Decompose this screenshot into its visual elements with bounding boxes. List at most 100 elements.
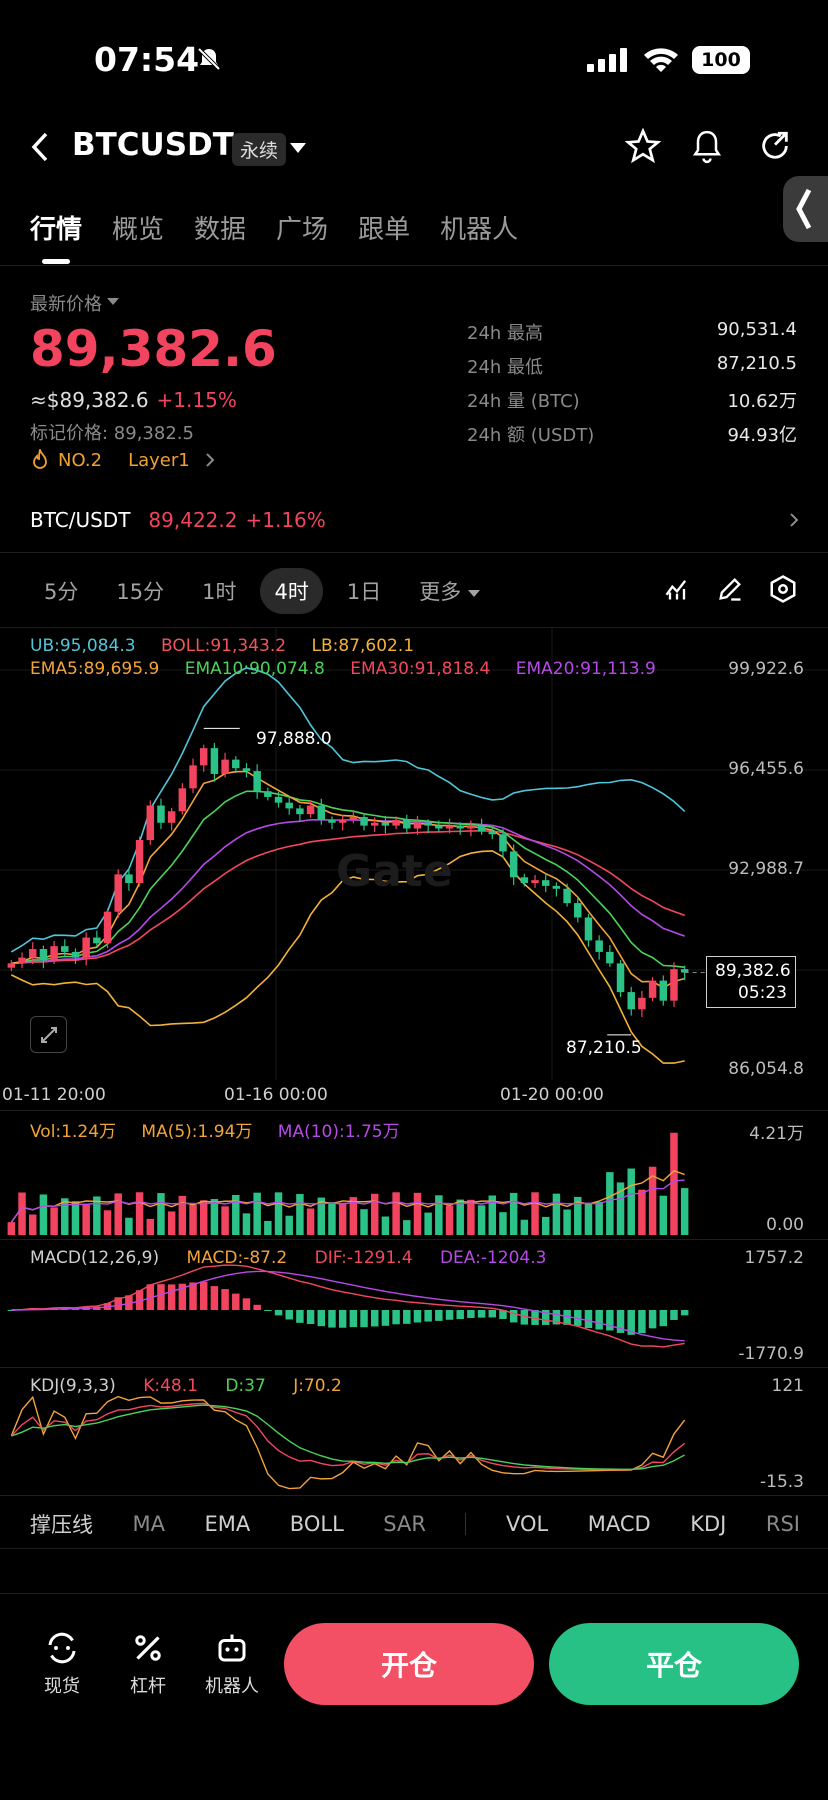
volume-bar (125, 1217, 133, 1235)
macd-panel[interactable]: MACD(12,26,9) MACD:-87.2 DIF:-1291.4 DEA… (0, 1239, 828, 1367)
candle (595, 940, 603, 952)
volume-bar (670, 1132, 678, 1235)
stat-amount-value: 94.93亿 (727, 425, 797, 446)
tab-overview[interactable]: 概览 (112, 215, 165, 245)
volume-panel[interactable]: Vol:1.24万 MA(5):1.94万 MA(10):1.75万 4.21万… (0, 1110, 828, 1238)
volume-bar (370, 1193, 379, 1235)
vol-max: 4.21万 (749, 1124, 804, 1144)
volume-bar (360, 1209, 368, 1235)
ind-macd[interactable]: MACD (587, 1512, 651, 1536)
volume-bar (39, 1194, 48, 1235)
volume-bar (210, 1199, 219, 1235)
kdj-j-line (10, 1395, 686, 1490)
candle (274, 796, 283, 803)
ind-sar[interactable]: SAR (383, 1512, 426, 1536)
macd-bar (670, 1310, 678, 1320)
tab-bots[interactable]: 机器人 (440, 215, 519, 245)
ind-boll[interactable]: BOLL (289, 1512, 344, 1536)
macd-bar (435, 1310, 443, 1321)
side-drawer-handle[interactable] (783, 176, 828, 242)
spot-button[interactable]: 现货 (44, 1630, 80, 1698)
volume-bar (221, 1206, 229, 1235)
usd-price: ≈$89,382.6 (30, 388, 149, 412)
candle (670, 969, 678, 1001)
kdj-panel[interactable]: KDJ(9,3,3) K:48.1 D:37 J:70.2 121 -15.3 (0, 1367, 828, 1495)
macd-bar (114, 1297, 122, 1310)
stat-high-value: 90,531.4 (716, 319, 797, 340)
tab-market[interactable]: 行情 (30, 215, 83, 245)
volume-bar (435, 1195, 443, 1235)
macd-bar (509, 1310, 518, 1323)
volume-bar (659, 1195, 668, 1235)
tf-5m[interactable]: 5分 (44, 580, 79, 604)
candle (114, 874, 122, 912)
tf-15m[interactable]: 15分 (116, 580, 165, 604)
ind-ema[interactable]: EMA (204, 1512, 251, 1536)
bot-button[interactable]: 机器人 (205, 1630, 259, 1698)
candle (167, 811, 176, 823)
spot-price-row[interactable]: BTC/USDT 89,422.2 +1.16% (30, 508, 800, 532)
tf-1d[interactable]: 1日 (346, 580, 382, 604)
ind-vol[interactable]: VOL (506, 1512, 549, 1536)
ema30-line (11, 830, 685, 965)
volume-bar (178, 1195, 187, 1235)
kdj-j: J:70.2 (293, 1376, 342, 1396)
leverage-button[interactable]: 杠杆 (130, 1630, 166, 1698)
pair-title[interactable]: BTCUSDT (72, 127, 234, 163)
spot-pair: BTC/USDT (30, 508, 131, 532)
candle (338, 819, 347, 823)
chart-settings-icon[interactable] (768, 574, 798, 608)
ema10: EMA10:90,074.8 (184, 659, 325, 679)
tab-square[interactable]: 广场 (276, 215, 329, 245)
y-tick: 96,455.6 (728, 759, 804, 779)
expand-chart-icon[interactable] (30, 1016, 67, 1053)
bell-icon[interactable] (690, 128, 724, 168)
last-price-label-row[interactable]: 最新价格 (30, 290, 121, 316)
ind-kdj[interactable]: KDJ (690, 1512, 727, 1536)
tab-copy-trade[interactable]: 跟单 (358, 215, 411, 245)
kdj-k: K:48.1 (143, 1376, 198, 1396)
macd-bar (221, 1289, 229, 1310)
volume-bar (413, 1192, 422, 1235)
ind-ma[interactable]: MA (132, 1512, 165, 1536)
star-icon[interactable] (624, 127, 662, 168)
macd-bar (499, 1310, 507, 1319)
pair-dropdown-icon[interactable] (290, 140, 306, 159)
ind-rsi[interactable]: RSI (765, 1512, 800, 1536)
candle (328, 819, 336, 823)
draw-tool-icon[interactable] (716, 575, 744, 607)
candle (606, 951, 614, 964)
back-icon[interactable] (28, 130, 52, 168)
close-position-button[interactable]: 平仓 (549, 1623, 799, 1705)
tf-more[interactable]: 更多 (405, 568, 494, 614)
ind-support-resistance[interactable]: 撑压线 (30, 1513, 93, 1537)
timeframe-bar: 5分 15分 1时 4时 1日 更多 (30, 568, 504, 614)
candle (285, 802, 293, 809)
volume-bar (595, 1201, 603, 1235)
volume-bar (28, 1214, 37, 1235)
main-chart[interactable]: UB:95,084.3 BOLL:91,343.2 LB:87,602.1 EM… (0, 628, 828, 1080)
tab-data[interactable]: 数据 (194, 215, 247, 245)
macd-bar (296, 1310, 304, 1323)
volume-bar (18, 1192, 26, 1235)
tf-4h[interactable]: 4时 (260, 568, 323, 614)
open-position-button[interactable]: 开仓 (284, 1623, 534, 1705)
share-icon[interactable] (758, 128, 792, 168)
macd-bar (167, 1284, 176, 1310)
candle (638, 997, 646, 1010)
candle (178, 788, 187, 812)
candle (125, 874, 133, 884)
rank-row[interactable]: NO.2 Layer1 (30, 449, 216, 471)
candle (552, 885, 561, 889)
indicator-settings-icon[interactable] (663, 575, 691, 607)
volume-bar (467, 1199, 475, 1235)
candle (370, 822, 379, 826)
tf-1h[interactable]: 1时 (202, 580, 237, 604)
volume-bar (488, 1195, 497, 1235)
macd-legend: MACD(12,26,9) MACD:-87.2 DIF:-1291.4 DEA… (30, 1248, 546, 1268)
volume-bar (103, 1210, 112, 1235)
candle (627, 992, 635, 1010)
volume-bar (403, 1220, 411, 1235)
boll-lb: LB:87,602.1 (311, 636, 415, 656)
candle (648, 980, 657, 998)
